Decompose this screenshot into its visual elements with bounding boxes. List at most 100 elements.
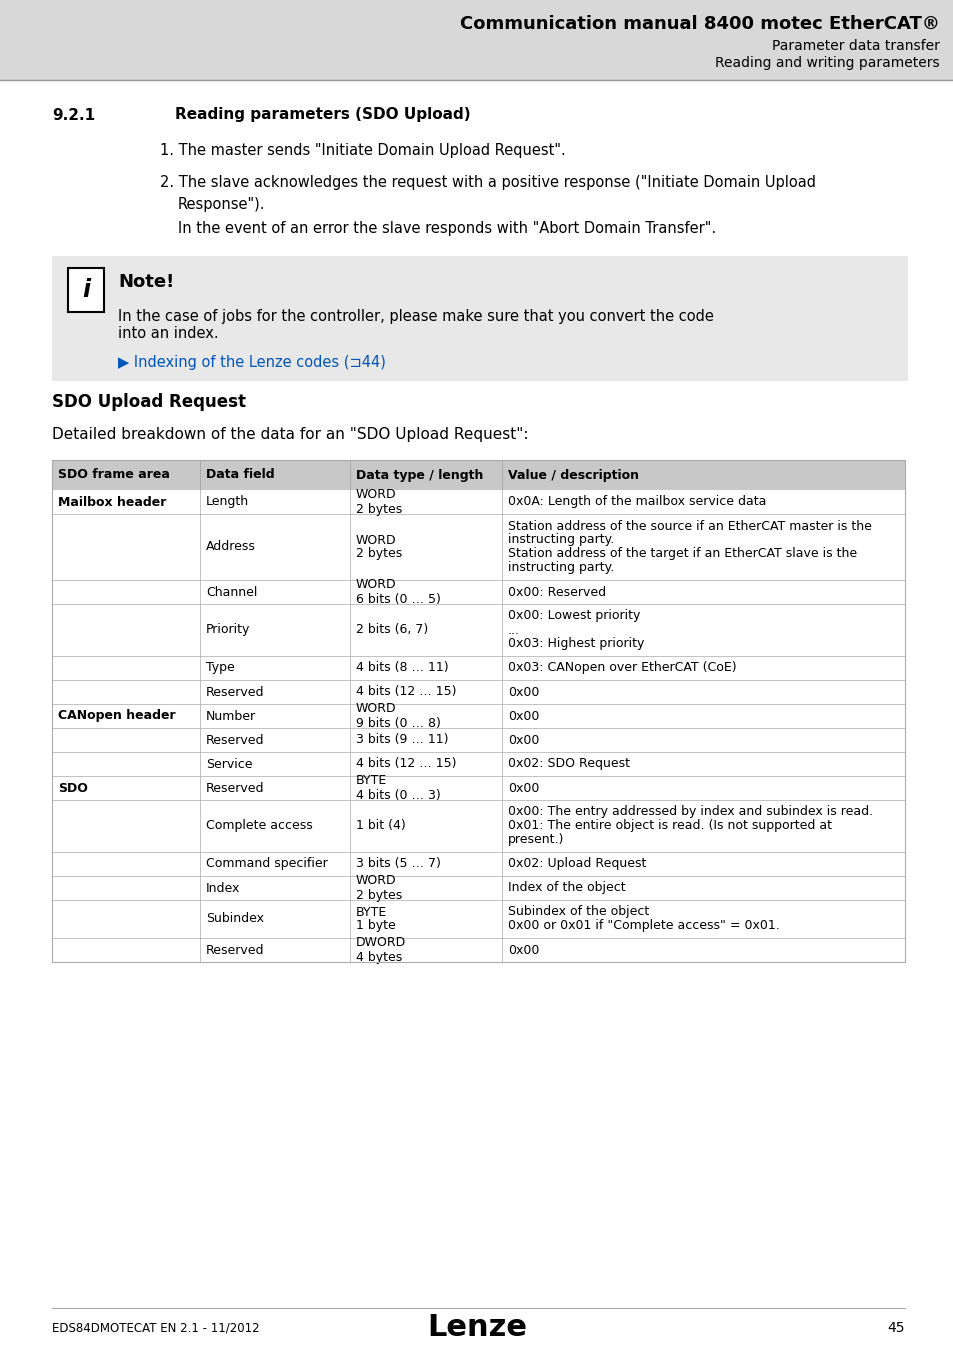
Text: Priority: Priority bbox=[206, 624, 250, 636]
Text: SDO Upload Request: SDO Upload Request bbox=[52, 393, 246, 410]
Bar bbox=[52, 728, 904, 752]
Text: 0x00: 0x00 bbox=[507, 710, 538, 722]
Bar bbox=[52, 752, 904, 776]
Text: 9 bits (0 … 8): 9 bits (0 … 8) bbox=[355, 717, 440, 729]
Text: Reading and writing parameters: Reading and writing parameters bbox=[715, 55, 939, 70]
Text: 0x00: 0x00 bbox=[507, 944, 538, 957]
Text: 4 bits (8 … 11): 4 bits (8 … 11) bbox=[355, 662, 448, 675]
Text: Reserved: Reserved bbox=[206, 782, 264, 795]
Text: WORD: WORD bbox=[355, 533, 396, 547]
Text: 2 bytes: 2 bytes bbox=[355, 502, 402, 516]
Text: 0x02: SDO Request: 0x02: SDO Request bbox=[507, 757, 629, 771]
Text: 45: 45 bbox=[886, 1322, 904, 1335]
Text: instructing party.: instructing party. bbox=[507, 562, 614, 575]
Text: Station address of the source if an EtherCAT master is the: Station address of the source if an Ethe… bbox=[507, 520, 871, 532]
Text: Parameter data transfer: Parameter data transfer bbox=[771, 39, 939, 53]
Text: Address: Address bbox=[206, 540, 255, 553]
Text: 4 bits (0 … 3): 4 bits (0 … 3) bbox=[355, 788, 440, 802]
Text: 1 byte: 1 byte bbox=[355, 919, 395, 933]
Text: In the case of jobs for the controller, please make sure that you convert the co: In the case of jobs for the controller, … bbox=[118, 309, 713, 324]
Text: WORD: WORD bbox=[355, 702, 396, 716]
Text: EDS84DMOTECAT EN 2.1 - 11/2012: EDS84DMOTECAT EN 2.1 - 11/2012 bbox=[52, 1322, 259, 1335]
Text: WORD: WORD bbox=[355, 489, 396, 501]
Bar bbox=[52, 256, 907, 381]
Bar bbox=[52, 580, 904, 603]
Text: Subindex of the object: Subindex of the object bbox=[507, 906, 649, 918]
Text: Mailbox header: Mailbox header bbox=[58, 495, 166, 509]
Text: Channel: Channel bbox=[206, 586, 257, 598]
Text: Communication manual 8400 motec EtherCAT®: Communication manual 8400 motec EtherCAT… bbox=[459, 15, 939, 32]
Text: ...: ... bbox=[507, 624, 519, 636]
Text: Detailed breakdown of the data for an "SDO Upload Request":: Detailed breakdown of the data for an "S… bbox=[52, 427, 528, 441]
Text: Lenze: Lenze bbox=[427, 1314, 526, 1342]
Text: Complete access: Complete access bbox=[206, 819, 313, 833]
Text: instructing party.: instructing party. bbox=[507, 533, 614, 547]
Bar bbox=[52, 703, 904, 728]
Text: 0x03: Highest priority: 0x03: Highest priority bbox=[507, 637, 643, 651]
Bar bbox=[52, 776, 904, 801]
Text: present.): present.) bbox=[507, 833, 564, 846]
Text: 9.2.1: 9.2.1 bbox=[52, 108, 95, 123]
Text: 2 bits (6, 7): 2 bits (6, 7) bbox=[355, 624, 428, 636]
Text: Reading parameters (SDO Upload): Reading parameters (SDO Upload) bbox=[174, 108, 470, 123]
Text: 0x00: Lowest priority: 0x00: Lowest priority bbox=[507, 609, 639, 622]
Bar bbox=[52, 680, 904, 703]
Text: SDO: SDO bbox=[58, 782, 88, 795]
Text: 0x00: The entry addressed by index and subindex is read.: 0x00: The entry addressed by index and s… bbox=[507, 806, 872, 818]
Text: ▶ Indexing of the Lenze codes (⊐44): ▶ Indexing of the Lenze codes (⊐44) bbox=[118, 355, 385, 370]
Text: Data type / length: Data type / length bbox=[355, 468, 483, 482]
Text: SDO frame area: SDO frame area bbox=[58, 468, 170, 482]
Text: In the event of an error the slave responds with "Abort Domain Transfer".: In the event of an error the slave respo… bbox=[178, 220, 716, 235]
Bar bbox=[52, 603, 904, 656]
Text: 2 bytes: 2 bytes bbox=[355, 888, 402, 902]
Bar bbox=[0, 0, 953, 80]
Bar bbox=[52, 801, 904, 852]
Bar bbox=[52, 852, 904, 876]
Text: 6 bits (0 … 5): 6 bits (0 … 5) bbox=[355, 593, 440, 606]
Text: Type: Type bbox=[206, 662, 234, 675]
Text: 4 bits (12 … 15): 4 bits (12 … 15) bbox=[355, 757, 456, 771]
Bar bbox=[52, 460, 904, 963]
Text: Number: Number bbox=[206, 710, 255, 722]
Text: Subindex: Subindex bbox=[206, 913, 264, 926]
Text: into an index.: into an index. bbox=[118, 327, 218, 342]
Text: 0x02: Upload Request: 0x02: Upload Request bbox=[507, 857, 646, 871]
Bar bbox=[52, 460, 904, 490]
Text: DWORD: DWORD bbox=[355, 937, 406, 949]
Text: Index: Index bbox=[206, 882, 240, 895]
Text: Note!: Note! bbox=[118, 273, 174, 292]
Text: WORD: WORD bbox=[355, 579, 396, 591]
Text: BYTE: BYTE bbox=[355, 775, 387, 787]
Text: Service: Service bbox=[206, 757, 253, 771]
Text: 0x00: 0x00 bbox=[507, 686, 538, 698]
Text: Reserved: Reserved bbox=[206, 733, 264, 747]
Text: Response").: Response"). bbox=[178, 197, 265, 212]
Text: Value / description: Value / description bbox=[507, 468, 639, 482]
Text: 0x00: 0x00 bbox=[507, 733, 538, 747]
Text: Reserved: Reserved bbox=[206, 944, 264, 957]
Text: CANopen header: CANopen header bbox=[58, 710, 175, 722]
Text: 2. The slave acknowledges the request with a positive response ("Initiate Domain: 2. The slave acknowledges the request wi… bbox=[160, 176, 815, 190]
Bar bbox=[52, 490, 904, 514]
Bar bbox=[52, 656, 904, 680]
Bar bbox=[52, 514, 904, 580]
Text: Data field: Data field bbox=[206, 468, 274, 482]
Text: 1. The master sends "Initiate Domain Upload Request".: 1. The master sends "Initiate Domain Upl… bbox=[160, 143, 565, 158]
Text: 4 bits (12 … 15): 4 bits (12 … 15) bbox=[355, 686, 456, 698]
Bar bbox=[52, 938, 904, 963]
Text: 0x01: The entire object is read. (Is not supported at: 0x01: The entire object is read. (Is not… bbox=[507, 819, 831, 833]
Bar bbox=[68, 269, 104, 312]
Text: Length: Length bbox=[206, 495, 249, 509]
Text: 2 bytes: 2 bytes bbox=[355, 548, 402, 560]
Bar bbox=[52, 900, 904, 938]
Text: Reserved: Reserved bbox=[206, 686, 264, 698]
Bar bbox=[52, 876, 904, 900]
Text: WORD: WORD bbox=[355, 875, 396, 887]
Text: 0x03: CANopen over EtherCAT (CoE): 0x03: CANopen over EtherCAT (CoE) bbox=[507, 662, 736, 675]
Text: 0x00: Reserved: 0x00: Reserved bbox=[507, 586, 605, 598]
Text: 3 bits (5 … 7): 3 bits (5 … 7) bbox=[355, 857, 440, 871]
Text: 0x0A: Length of the mailbox service data: 0x0A: Length of the mailbox service data bbox=[507, 495, 765, 509]
Text: 0x00 or 0x01 if "Complete access" = 0x01.: 0x00 or 0x01 if "Complete access" = 0x01… bbox=[507, 919, 779, 933]
Text: i: i bbox=[82, 278, 90, 302]
Text: 0x00: 0x00 bbox=[507, 782, 538, 795]
